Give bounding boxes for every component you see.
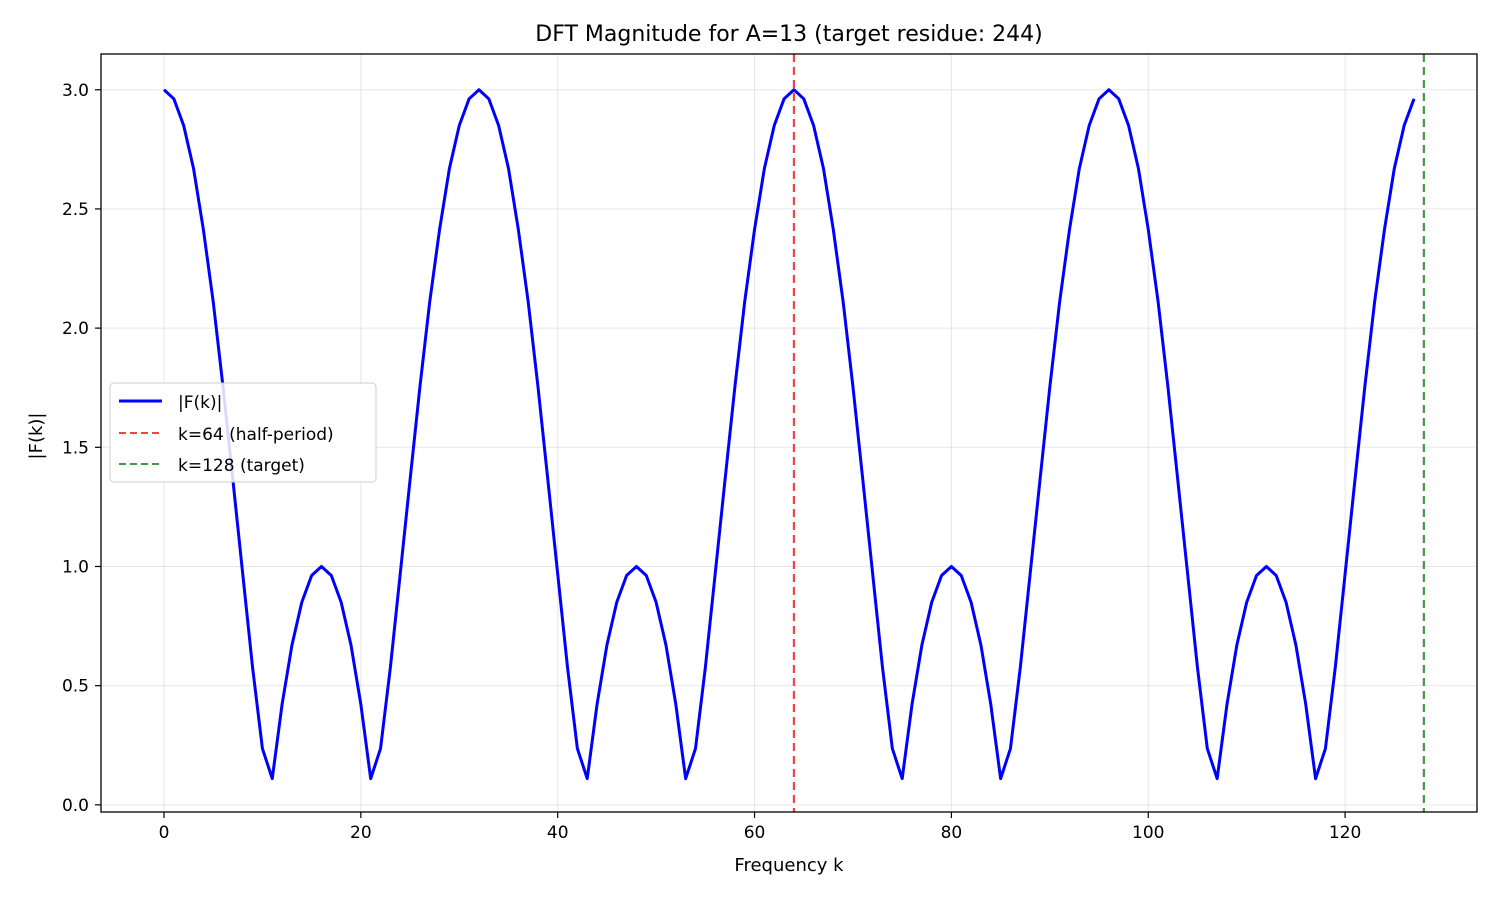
x-axis-ticks: 0 20 40 60 80 100 120 [159,812,1361,843]
legend-box [109,382,377,483]
x-axis-label: Frequency k [734,855,844,876]
y-axis-ticks: 0.0 0.5 1.0 1.5 2.0 2.5 3.0 [62,81,101,816]
y-tick-label: 3.0 [62,81,89,101]
y-tick-label: 2.0 [62,319,89,339]
legend-label-target: k=128 (target) [178,456,305,476]
y-axis-label: |F(k)| [26,413,47,460]
chart-title: DFT Magnitude for A=13 (target residue: … [535,22,1042,47]
x-tick-label: 100 [1132,823,1164,843]
x-tick-label: 80 [941,823,963,843]
reference-lines [792,54,1425,812]
grid-lines [101,54,1477,812]
y-tick-label: 1.5 [62,438,89,458]
plot-frame [100,53,1478,813]
x-tick-label: 120 [1329,823,1361,843]
y-tick-label: 0.0 [62,796,89,816]
y-tick-label: 0.5 [62,677,89,697]
x-tick-label: 20 [350,823,372,843]
x-tick-label: 60 [744,823,766,843]
x-tick-label: 0 [159,823,170,843]
y-tick-label: 1.0 [62,557,89,577]
legend: |F(k)| k=64 (half-period) k=128 (target) [109,382,377,483]
x-tick-label: 40 [547,823,569,843]
legend-label-half-period: k=64 (half-period) [178,425,334,445]
series-group [162,88,1416,781]
y-tick-label: 2.5 [62,200,89,220]
series-line-0 [162,88,1416,781]
legend-label-series: |F(k)| [178,393,222,413]
